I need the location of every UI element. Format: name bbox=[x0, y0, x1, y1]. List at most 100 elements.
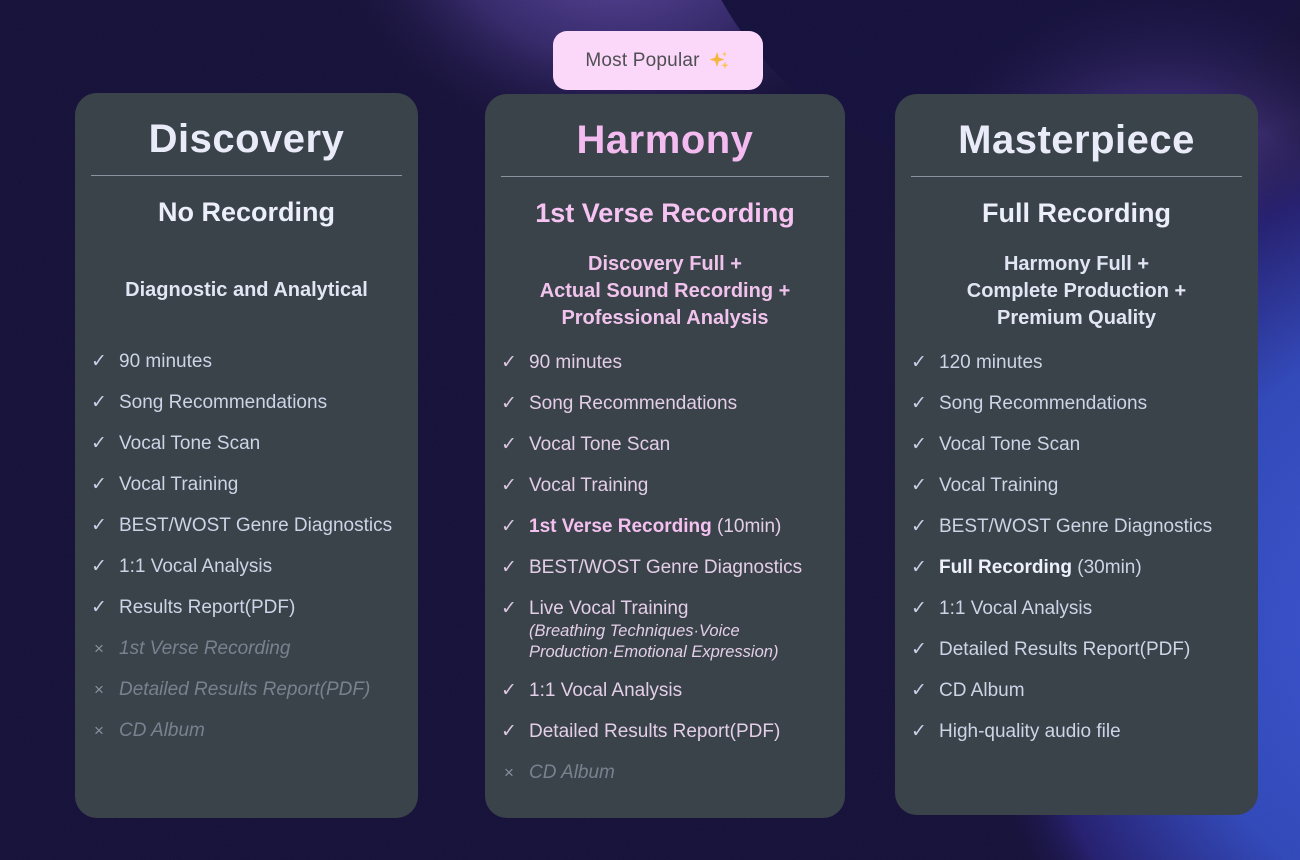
feature-item: ✓ 120 minutes bbox=[907, 351, 1250, 375]
check-icon: ✓ bbox=[911, 598, 927, 619]
feature-item: ✓ Live Vocal Training (Breathing Technique… bbox=[497, 597, 837, 662]
feature-item: ✓ BEST/WOST Genre Diagnostics bbox=[497, 556, 837, 580]
feature-item: ✓ Results Report(PDF) bbox=[87, 596, 410, 620]
check-icon: ✓ bbox=[501, 352, 517, 373]
check-icon: ✓ bbox=[911, 393, 927, 414]
feature-item: ✓ Full Recording (30min) bbox=[907, 556, 1250, 580]
feature-text: BEST/WOST Genre Diagnostics bbox=[529, 557, 803, 578]
feature-text: BEST/WOST Genre Diagnostics bbox=[119, 515, 393, 536]
check-icon: ✓ bbox=[91, 351, 107, 372]
divider bbox=[911, 176, 1242, 177]
feature-text: Results Report(PDF) bbox=[119, 597, 296, 618]
feature-text: 90 minutes bbox=[529, 352, 622, 373]
feature-text: Song Recommendations bbox=[529, 393, 738, 414]
plan-subtitle: Full Recording bbox=[982, 198, 1171, 228]
feature-item: ✓ BEST/WOST Genre Diagnostics bbox=[87, 514, 410, 538]
feature-text: 1:1 Vocal Analysis bbox=[939, 598, 1093, 619]
check-icon: ✓ bbox=[501, 475, 517, 496]
check-icon: ✓ bbox=[911, 639, 927, 660]
feature-item: ✓ Song Recommendations bbox=[907, 392, 1250, 416]
check-icon: ✓ bbox=[911, 352, 927, 373]
feature-item: ✓ Vocal Tone Scan bbox=[907, 433, 1250, 457]
check-icon: ✓ bbox=[91, 515, 107, 536]
plan-subtitle: 1st Verse Recording bbox=[535, 198, 795, 228]
feature-item: × Detailed Results Report(PDF) bbox=[87, 678, 410, 702]
divider bbox=[91, 175, 402, 176]
feature-text: CD Album bbox=[529, 762, 615, 783]
check-icon: ✓ bbox=[91, 474, 107, 495]
feature-item: ✓ BEST/WOST Genre Diagnostics bbox=[907, 515, 1250, 539]
feature-text: 1:1 Vocal Analysis bbox=[119, 556, 273, 577]
check-icon: ✓ bbox=[501, 721, 517, 742]
check-icon: ✓ bbox=[91, 597, 107, 618]
feature-text: BEST/WOST Genre Diagnostics bbox=[939, 516, 1213, 537]
feature-text: CD Album bbox=[939, 680, 1025, 701]
feature-item: ✓ Song Recommendations bbox=[87, 391, 410, 415]
feature-text: Vocal Tone Scan bbox=[939, 434, 1081, 455]
feature-item: ✓ CD Album bbox=[907, 679, 1250, 703]
plan-description: Discovery Full + Actual Sound Recording +… bbox=[539, 252, 791, 329]
badge-label: Most Popular bbox=[585, 49, 700, 71]
feature-item: ✓ High-quality audio file bbox=[907, 720, 1250, 744]
plan-description: Diagnostic and Analytical bbox=[125, 278, 368, 301]
feature-item: × CD Album bbox=[87, 719, 410, 743]
most-popular-badge: Most Popular bbox=[553, 31, 763, 90]
feature-note: (Breathing Techniques·Voice Production·E… bbox=[529, 622, 779, 661]
check-icon: ✓ bbox=[911, 475, 927, 496]
feature-text: Song Recommendations bbox=[119, 392, 328, 413]
feature-item: ✓ 1:1 Vocal Analysis bbox=[87, 555, 410, 579]
cross-icon: × bbox=[94, 639, 104, 658]
feature-item: ✓ 1:1 Vocal Analysis bbox=[907, 597, 1250, 621]
feature-text: Vocal Tone Scan bbox=[529, 434, 671, 455]
feature-item: ✓ Vocal Training bbox=[497, 474, 837, 498]
feature-item: ✓ 1:1 Vocal Analysis bbox=[497, 679, 837, 703]
check-icon: ✓ bbox=[91, 433, 107, 454]
feature-text: 1:1 Vocal Analysis bbox=[529, 680, 683, 701]
divider bbox=[501, 176, 829, 177]
feature-list: ✓ 120 minutes ✓ Song Recommendations ✓ Vocal … bbox=[895, 351, 1258, 744]
check-icon: ✓ bbox=[501, 557, 517, 578]
plan-title: Harmony bbox=[576, 118, 754, 162]
sparkles-icon bbox=[709, 51, 729, 69]
feature-item: ✓ 90 minutes bbox=[87, 350, 410, 374]
check-icon: ✓ bbox=[501, 598, 517, 619]
feature-item: × CD Album bbox=[497, 761, 837, 785]
feature-text: Detailed Results Report(PDF) bbox=[119, 679, 371, 700]
cross-icon: × bbox=[94, 680, 104, 699]
feature-item: ✓ Vocal Training bbox=[907, 474, 1250, 498]
feature-text: 1st Verse Recording (10min) bbox=[529, 516, 782, 537]
feature-item: ✓ Detailed Results Report(PDF) bbox=[907, 638, 1250, 662]
feature-text: 1st Verse Recording bbox=[119, 638, 291, 659]
plan-title: Masterpiece bbox=[958, 118, 1195, 162]
check-icon: ✓ bbox=[91, 392, 107, 413]
feature-list: ✓ 90 minutes ✓ Song Recommendations ✓ Vocal T… bbox=[485, 351, 845, 785]
cross-icon: × bbox=[94, 721, 104, 740]
feature-item: × 1st Verse Recording bbox=[87, 637, 410, 661]
feature-text: Song Recommendations bbox=[939, 393, 1148, 414]
feature-list: ✓ 90 minutes ✓ Song Recommendations ✓ Vocal T… bbox=[75, 350, 418, 743]
check-icon: ✓ bbox=[911, 680, 927, 701]
feature-item: ✓ 90 minutes bbox=[497, 351, 837, 375]
feature-item: ✓ Song Recommendations bbox=[497, 392, 837, 416]
check-icon: ✓ bbox=[911, 721, 927, 742]
feature-text: Full Recording (30min) bbox=[939, 557, 1142, 578]
feature-text: Live Vocal Training (Breathing Techniques… bbox=[529, 597, 837, 662]
check-icon: ✓ bbox=[501, 393, 517, 414]
check-icon: ✓ bbox=[501, 680, 517, 701]
feature-text: Vocal Training bbox=[529, 475, 649, 496]
feature-item: ✓ Vocal Tone Scan bbox=[497, 433, 837, 457]
feature-text: Vocal Tone Scan bbox=[119, 433, 261, 454]
plan-card-masterpiece: Masterpiece Full Recording Harmony Full … bbox=[895, 94, 1258, 815]
check-icon: ✓ bbox=[911, 434, 927, 455]
feature-text: Vocal Training bbox=[939, 475, 1059, 496]
feature-text: High-quality audio file bbox=[939, 721, 1121, 742]
cross-icon: × bbox=[504, 763, 514, 782]
feature-text: CD Album bbox=[119, 720, 205, 741]
plan-card-harmony: Harmony 1st Verse Recording Discovery Fu… bbox=[485, 94, 845, 818]
feature-text: Detailed Results Report(PDF) bbox=[939, 639, 1191, 660]
check-icon: ✓ bbox=[911, 516, 927, 537]
plan-subtitle: No Recording bbox=[157, 197, 335, 227]
feature-text: Detailed Results Report(PDF) bbox=[529, 721, 781, 742]
feature-text: Vocal Training bbox=[119, 474, 239, 495]
